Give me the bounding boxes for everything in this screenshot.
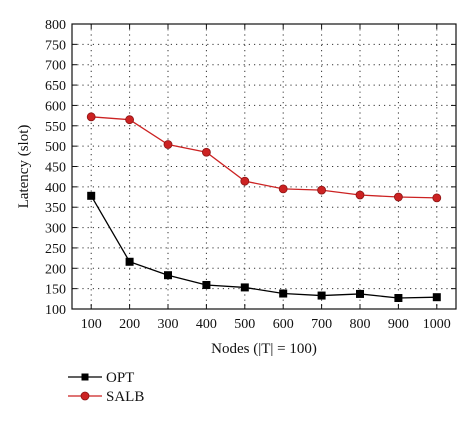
y-axis-title: Latency (slot)	[16, 125, 32, 209]
legend-marker	[80, 391, 90, 401]
y-tick-label: 500	[45, 140, 66, 155]
y-tick-label: 800	[45, 18, 66, 33]
data-point	[125, 115, 135, 125]
data-point	[164, 271, 172, 280]
y-tick-label: 100	[45, 303, 66, 318]
legend-marker	[81, 373, 89, 381]
data-point	[163, 140, 173, 149]
data-point	[201, 147, 211, 157]
data-point	[278, 184, 288, 194]
y-axis-tick-labels: 100 150 200 250 300 350 400 450 500 550 600 650 700 7…	[45, 18, 66, 318]
x-tick-label: 1000	[423, 317, 451, 332]
x-tick-label: 300	[158, 317, 179, 332]
data-point	[355, 190, 365, 200]
legend: OPT SALB	[68, 370, 144, 405]
series-layer	[86, 112, 442, 303]
data-point	[356, 289, 364, 298]
data-point	[317, 291, 326, 300]
data-point	[86, 112, 96, 122]
y-tick-label: 200	[45, 262, 66, 277]
x-tick-label: 600	[273, 317, 294, 332]
data-point	[317, 185, 327, 195]
data-point	[393, 192, 403, 202]
x-axis-title: Nodes (|T| = 100)	[211, 341, 317, 357]
axis-ticks	[72, 23, 456, 310]
y-tick-label: 150	[45, 283, 66, 298]
y-tick-label: 400	[45, 181, 66, 196]
x-tick-label: 800	[350, 317, 371, 332]
data-point	[432, 293, 441, 302]
series-salb	[86, 112, 442, 203]
data-point	[432, 193, 442, 203]
series-line	[91, 116, 437, 199]
x-tick-label: 400	[196, 317, 217, 332]
x-tick-label: 200	[119, 317, 140, 332]
series-opt	[87, 191, 441, 303]
data-point	[279, 289, 288, 298]
y-tick-label: 750	[45, 38, 66, 53]
series-line	[90, 195, 437, 299]
legend-label: SALB	[106, 389, 144, 405]
y-tick-label: 250	[45, 242, 66, 257]
y-tick-label: 300	[45, 222, 66, 237]
x-tick-label: 500	[234, 317, 255, 332]
x-tick-label: 900	[388, 317, 409, 332]
y-tick-label: 550	[45, 120, 66, 135]
x-tick-label: 700	[311, 317, 332, 332]
grid-lines	[72, 24, 456, 309]
y-tick-label: 650	[45, 79, 66, 94]
data-point	[240, 283, 249, 292]
x-tick-label: 100	[81, 317, 102, 332]
y-tick-label: 450	[45, 161, 66, 176]
x-axis-tick-labels: 100 200 300 400 500 600 700 800 900 1000	[81, 317, 451, 332]
legend-item-opt: OPT	[68, 370, 134, 386]
y-tick-label: 350	[45, 201, 66, 216]
data-point	[202, 280, 211, 289]
legend-item-salb: SALB	[68, 389, 144, 405]
data-point	[394, 294, 403, 303]
y-tick-label: 700	[45, 59, 66, 74]
y-tick-label: 600	[45, 99, 66, 114]
legend-label: OPT	[106, 370, 134, 386]
data-point	[125, 257, 134, 266]
data-point	[87, 191, 96, 200]
data-point	[240, 176, 250, 186]
